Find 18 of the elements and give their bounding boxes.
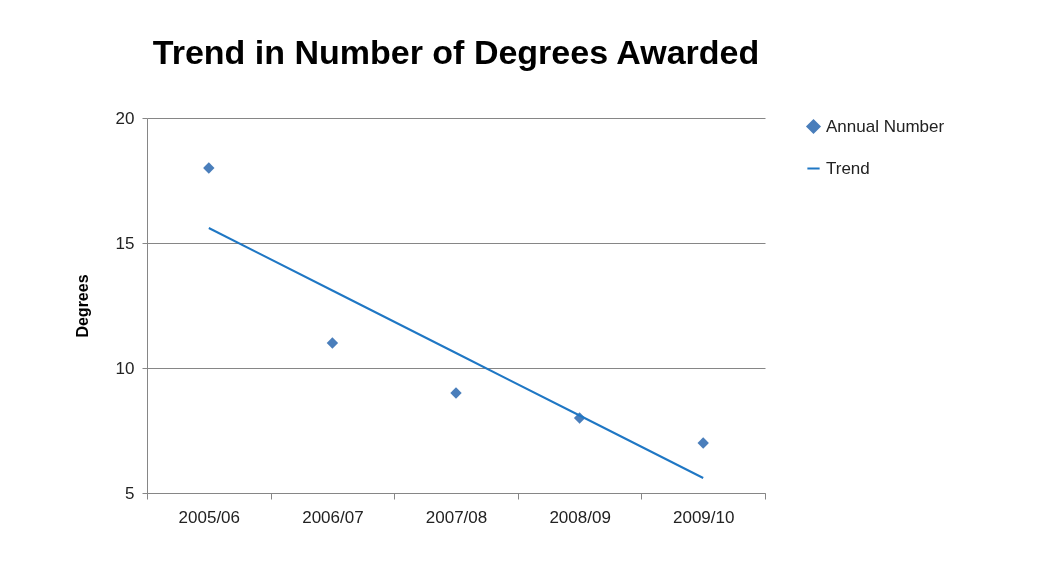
legend-label: Trend [826,158,870,178]
x-tick-label: 2007/08 [425,507,488,527]
line-series [207,227,705,479]
point [450,387,462,399]
y-tick-label: 20 [115,108,135,128]
y-tick-label: 15 [115,233,135,253]
chart-title: Trend in Number of Degrees Awarded [152,33,760,71]
x-tick-label: 2005/06 [178,507,241,527]
x-tick-label: 2008/09 [549,507,611,527]
point [203,162,215,174]
x-tick-label: 2006/07 [302,507,364,527]
y-tick-label: 5 [125,483,135,503]
point [326,337,339,349]
x-tick-label: 2009/10 [672,507,735,527]
legend-label: Annual Number [826,116,945,136]
y-tick-label: 10 [115,358,135,378]
point [697,437,709,449]
y-axis-title: Degrees [73,274,91,338]
